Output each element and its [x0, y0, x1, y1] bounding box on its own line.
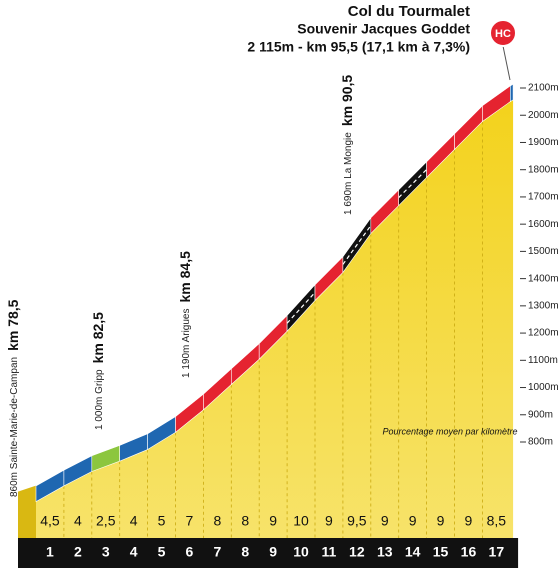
y-tick-label: 1200m — [528, 328, 559, 339]
km-label: 5 — [158, 544, 166, 560]
y-tick-label: 800m — [528, 437, 553, 448]
profile-line — [35, 83, 514, 487]
badge-circle — [489, 19, 517, 47]
gradient-label: 5 — [158, 513, 166, 529]
y-tick-label: 1900m — [528, 137, 559, 148]
gradient-label: 4,5 — [40, 513, 60, 529]
gradient-label: 9,5 — [347, 513, 367, 529]
legend-note: Pourcentage moyen par kilomètre — [382, 426, 517, 436]
y-tick-label: 1500m — [528, 246, 559, 257]
profile-side — [18, 485, 36, 538]
km-label: 13 — [377, 544, 393, 560]
y-tick-label: 900m — [528, 409, 553, 420]
gradient-label: 9 — [437, 513, 445, 529]
y-tick-label: 1400m — [528, 273, 559, 284]
y-tick-label: 2000m — [528, 110, 559, 121]
place-name: 1 000m Gripp — [94, 369, 105, 430]
place-name: 1 690m La Mongie — [343, 132, 354, 215]
place-annotation: 1 690m La Mongie km 90,5 — [339, 75, 355, 215]
gradient-label: 7 — [186, 513, 194, 529]
km-label: 2 — [74, 544, 82, 560]
km-band — [18, 538, 519, 568]
km-label: 1 — [46, 544, 54, 560]
y-tick-label: 1300m — [528, 300, 559, 311]
y-tick-label: 1100m — [528, 355, 558, 366]
km-label: 9 — [269, 544, 277, 560]
category-badge: HC — [495, 28, 511, 40]
km-label: 17 — [489, 544, 505, 560]
chart-title: Col du Tourmalet — [348, 3, 470, 20]
km-label: 16 — [461, 544, 477, 560]
gradient-label: 9 — [381, 513, 389, 529]
profile-body — [36, 99, 514, 538]
gradient-label: 9 — [465, 513, 473, 529]
km-label: 15 — [433, 544, 449, 560]
place-km: km 90,5 — [339, 75, 355, 127]
chart-subtitle: Souvenir Jacques Goddet — [297, 21, 470, 37]
y-tick-label: 1700m — [528, 192, 559, 203]
place-name: 1 190m Arigues — [181, 309, 192, 379]
gradient-label: 8 — [241, 513, 249, 529]
gradient-label: 8,5 — [487, 513, 507, 529]
km-label: 7 — [213, 544, 221, 560]
gradient-label: 4 — [74, 513, 82, 529]
badge-pointer — [502, 45, 511, 81]
place-km: km 84,5 — [177, 251, 193, 303]
gradient-label: 4 — [130, 513, 138, 529]
place-km: km 78,5 — [5, 299, 21, 351]
profile-segment — [509, 83, 514, 103]
km-label: 12 — [349, 544, 365, 560]
km-label: 6 — [186, 544, 194, 560]
gradient-label: 10 — [293, 513, 309, 529]
gradient-label: 9 — [269, 513, 277, 529]
y-tick-label: 1000m — [528, 382, 559, 393]
gradient-label: 9 — [409, 513, 417, 529]
km-label: 3 — [102, 544, 110, 560]
gradient-label: 8 — [213, 513, 221, 529]
place-annotation: 1 190m Arigues km 84,5 — [177, 251, 193, 378]
km-label: 14 — [405, 544, 421, 560]
gradient-label: 2,5 — [96, 513, 116, 529]
gradient-label: 9 — [325, 513, 333, 529]
segment-dash — [342, 225, 372, 265]
km-label: 8 — [241, 544, 249, 560]
km-label: 10 — [293, 544, 309, 560]
y-tick-label: 2100m — [528, 83, 559, 94]
place-name: 860m Sainte-Marie-de-Campan — [9, 357, 20, 497]
place-km: km 82,5 — [90, 312, 106, 364]
y-tick-label: 1600m — [528, 219, 559, 230]
y-tick-label: 1800m — [528, 164, 559, 175]
place-annotation: 1 000m Gripp km 82,5 — [90, 312, 106, 430]
place-annotation: 860m Sainte-Marie-de-Campan km 78,5 — [5, 299, 21, 497]
climb-summary: 2 115m - km 95,5 (17,1 km à 7,3%) — [247, 39, 470, 55]
km-label: 11 — [322, 544, 337, 560]
km-label: 4 — [130, 544, 138, 560]
